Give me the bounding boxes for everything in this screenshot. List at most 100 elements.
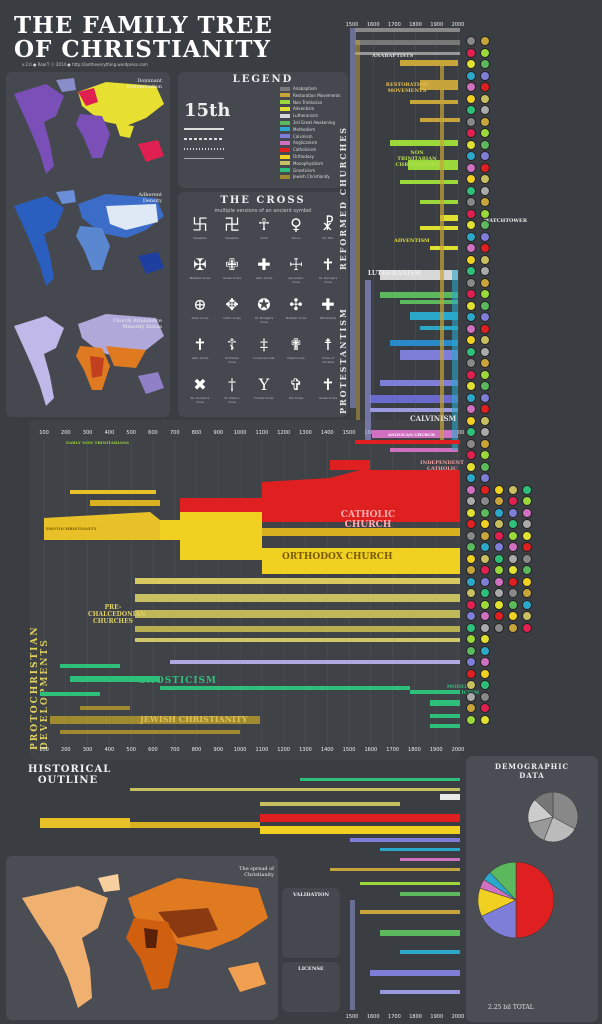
legend-list: Anabaptism Restoration Movements Non Trini… <box>280 86 344 186</box>
denomination-emblem-icon <box>522 588 532 598</box>
denomination-emblem-icon <box>522 622 532 633</box>
license-title: LICENSE <box>298 966 324 972</box>
cross-icon: ✚ <box>257 255 271 274</box>
denomination-emblem-icon <box>480 128 490 138</box>
legend-century: 15th <box>184 100 231 121</box>
denomination-emblem-icon <box>466 82 476 92</box>
axis-year: 2000 <box>451 747 465 753</box>
legend-swatch <box>280 120 290 125</box>
axis-year: 300 <box>82 747 93 753</box>
legend-item-label: 3rd Great Awakening <box>293 120 335 125</box>
map-attendance-label: Church Attendance Minority Status <box>112 318 162 330</box>
denomination-emblem-icon <box>522 611 532 621</box>
cross-icon: ✖ <box>193 375 207 394</box>
denomination-emblem-icon <box>466 47 476 58</box>
denomination-emblem-icon <box>494 519 504 529</box>
demographic-total: 2.25 bil TOTAL <box>488 1004 534 1011</box>
axis-year: 1000 <box>233 747 247 753</box>
axis-year: 1800 <box>408 747 421 753</box>
cross-icon: ♀ <box>290 215 302 234</box>
denomination-emblem-icon <box>480 289 490 299</box>
cross-name: Swastika <box>193 236 207 240</box>
map-southasia <box>116 124 134 138</box>
legend-item-label: Orthodoxy <box>293 154 314 159</box>
axis-year: 400 <box>104 430 115 436</box>
denomination-emblem-icon <box>466 254 476 265</box>
legend-item: Anglicanism <box>280 140 317 145</box>
denomination-emblem-icon <box>494 588 504 598</box>
axis-year: 1400 <box>320 430 334 436</box>
denomination-emblem-icon <box>480 691 490 702</box>
map-adherent-label: Adherent Density <box>138 192 162 204</box>
denomination-emblem-icon <box>480 277 490 288</box>
cross-name: Chi Rho <box>322 236 334 240</box>
label-prechalcedonian: PRE-CHALCEDONIAN CHURCHES <box>88 604 146 625</box>
label-lutheranism: LUTHERANISM <box>368 270 421 277</box>
denomination-emblem-icon <box>480 208 490 219</box>
denomination-emblem-icon <box>494 484 504 495</box>
cross-panel <box>178 192 348 417</box>
cross-icon: 卐 <box>191 215 208 234</box>
map-denomination <box>14 78 164 174</box>
map-greenland <box>56 78 76 92</box>
axis-year: 300 <box>82 430 93 436</box>
denomination-emblem-icon <box>480 438 490 449</box>
legend-item-label: Anglicanism <box>293 140 318 146</box>
historical-outline-chart <box>40 778 460 896</box>
legend-swatch <box>280 100 290 105</box>
denomination-emblem-icon <box>480 151 490 161</box>
axis-year: 1900 <box>430 22 444 28</box>
denomination-emblem-icon <box>480 82 490 92</box>
label-nontrinitarian: NON TRINITARIAN CHRISTIANITY <box>395 150 439 168</box>
denomination-emblem-icon <box>466 404 476 414</box>
cross-icon: ☦ <box>226 335 238 354</box>
denomination-emblem-icon <box>466 703 476 713</box>
denomination-emblem-icon <box>466 289 476 299</box>
cross-icon: ✝ <box>321 255 335 274</box>
spread-label: The spread of Christianity <box>239 866 274 878</box>
denomination-emblem-icon <box>480 565 490 575</box>
label-watchtower: WATCHTOWER <box>484 218 527 224</box>
denomination-emblem-icon <box>466 335 476 345</box>
denomination-emblem-icon <box>466 576 476 587</box>
legend-title: LEGEND <box>232 74 294 85</box>
cross-name: Tau Cross <box>288 396 304 400</box>
denomination-emblem-icon <box>466 714 476 725</box>
legend-item: Gnosticism <box>280 168 315 173</box>
denomination-emblem-icon <box>480 358 490 368</box>
denomination-emblem-icon <box>480 70 490 81</box>
cross-name: Greek Cross <box>318 396 338 400</box>
denomination-emblem-icon <box>466 93 476 104</box>
axis-year: 900 <box>213 747 224 753</box>
legend-item: Calvinism <box>280 134 312 139</box>
cross-icon: ✥ <box>225 295 239 314</box>
denomination-emblem-icon <box>522 530 532 541</box>
denomination-emblem-icon <box>466 438 476 449</box>
denomination-emblem-icon <box>480 243 490 253</box>
title-line-1: THE FAMILY TREE <box>14 12 273 39</box>
axis-year: 1700 <box>388 22 401 28</box>
denomination-emblem-icon <box>480 59 490 69</box>
axis-year: 1900 <box>430 1014 444 1020</box>
axis-year: 1600 <box>366 22 380 28</box>
denomination-emblem-icon <box>480 254 490 265</box>
legend-item-label: Calvinism <box>293 133 313 139</box>
label-restoration: RESTORATION MOVEMENTS <box>385 82 429 94</box>
denomination-emblem-icon <box>466 415 476 426</box>
legend-swatch <box>280 140 290 145</box>
denomination-emblem-icon <box>480 231 490 242</box>
denomination-emblem-icon <box>480 369 490 380</box>
denomination-emblem-icon <box>466 208 476 219</box>
denomination-emblem-icon <box>508 588 518 598</box>
denomination-emblem-icon <box>466 473 476 483</box>
label-independent: INDEPENDENT CATHOLIC <box>420 460 464 472</box>
cross-name: Celtic Cross <box>223 316 241 320</box>
denomination-emblem-icon <box>466 70 476 81</box>
legend-swatch <box>280 86 290 91</box>
axis-year: 2000 <box>451 1014 465 1020</box>
denomination-emblem-icon <box>480 645 490 656</box>
denomination-emblem-icon <box>480 335 490 345</box>
denomination-emblem-icon <box>466 381 476 391</box>
denomination-emblem-icon <box>466 243 476 253</box>
demographic-title-line-2: DATA <box>519 771 545 780</box>
